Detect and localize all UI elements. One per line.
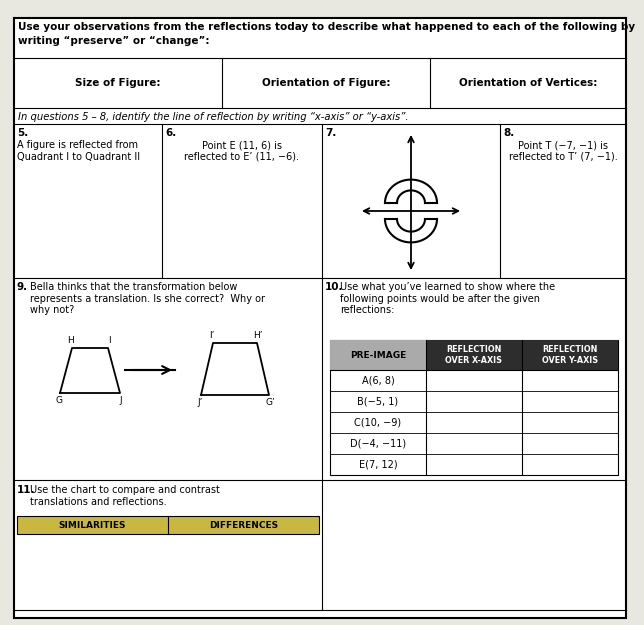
Text: Use the chart to compare and contrast
translations and reflections.: Use the chart to compare and contrast tr… <box>30 485 220 507</box>
Text: Point E (11, 6) is
reflected to E’ (11, −6).: Point E (11, 6) is reflected to E’ (11, … <box>184 140 299 162</box>
Text: REFLECTION
OVER X-AXIS: REFLECTION OVER X-AXIS <box>446 345 502 365</box>
Text: G: G <box>55 396 62 405</box>
Text: Orientation of Vertices:: Orientation of Vertices: <box>459 78 597 88</box>
Text: In questions 5 – 8, identify the line of reflection by writing “x-axis” or “y-ax: In questions 5 – 8, identify the line of… <box>18 112 408 122</box>
Text: writing “preserve” or “change”:: writing “preserve” or “change”: <box>18 36 209 46</box>
Text: Use your observations from the reflections today to describe what happened to ea: Use your observations from the reflectio… <box>18 22 635 32</box>
Text: J: J <box>120 396 122 405</box>
Bar <box>17 516 319 534</box>
Text: Point T (−7, −1) is
reflected to T’ (7, −1).: Point T (−7, −1) is reflected to T’ (7, … <box>509 140 618 162</box>
Text: I’: I’ <box>209 331 214 340</box>
Text: Bella thinks that the transformation below
represents a translation. Is she corr: Bella thinks that the transformation bel… <box>30 282 265 315</box>
Text: G’: G’ <box>265 398 275 407</box>
Text: Orientation of Figure:: Orientation of Figure: <box>261 78 390 88</box>
Text: 10.: 10. <box>325 282 343 292</box>
Text: D(−4, −11): D(−4, −11) <box>350 439 406 449</box>
Text: 9.: 9. <box>17 282 28 292</box>
Text: REFLECTION
OVER Y-AXIS: REFLECTION OVER Y-AXIS <box>542 345 598 365</box>
Text: J’: J’ <box>197 398 203 407</box>
Text: SIMILARITIES: SIMILARITIES <box>59 521 126 529</box>
Text: 8.: 8. <box>503 128 515 138</box>
Text: 7.: 7. <box>325 128 336 138</box>
Bar <box>426 340 522 370</box>
Text: Use what you’ve learned to show where the
following points would be after the gi: Use what you’ve learned to show where th… <box>340 282 555 315</box>
Text: A(6, 8): A(6, 8) <box>362 376 394 386</box>
Bar <box>522 340 618 370</box>
Text: A figure is reflected from
Quadrant I to Quadrant II: A figure is reflected from Quadrant I to… <box>17 140 140 162</box>
Text: B(−5, 1): B(−5, 1) <box>357 396 399 406</box>
Bar <box>330 340 618 475</box>
Text: 11.: 11. <box>17 485 35 495</box>
Text: DIFFERENCES: DIFFERENCES <box>209 521 278 529</box>
Text: H’: H’ <box>253 331 263 340</box>
Text: E(7, 12): E(7, 12) <box>359 459 397 469</box>
Text: PRE-IMAGE: PRE-IMAGE <box>350 351 406 359</box>
Text: H: H <box>68 336 74 345</box>
Text: 5.: 5. <box>17 128 28 138</box>
Bar <box>330 340 426 370</box>
Text: Size of Figure:: Size of Figure: <box>75 78 161 88</box>
Text: C(10, −9): C(10, −9) <box>354 418 402 428</box>
Text: I: I <box>108 336 110 345</box>
Text: 6.: 6. <box>165 128 176 138</box>
